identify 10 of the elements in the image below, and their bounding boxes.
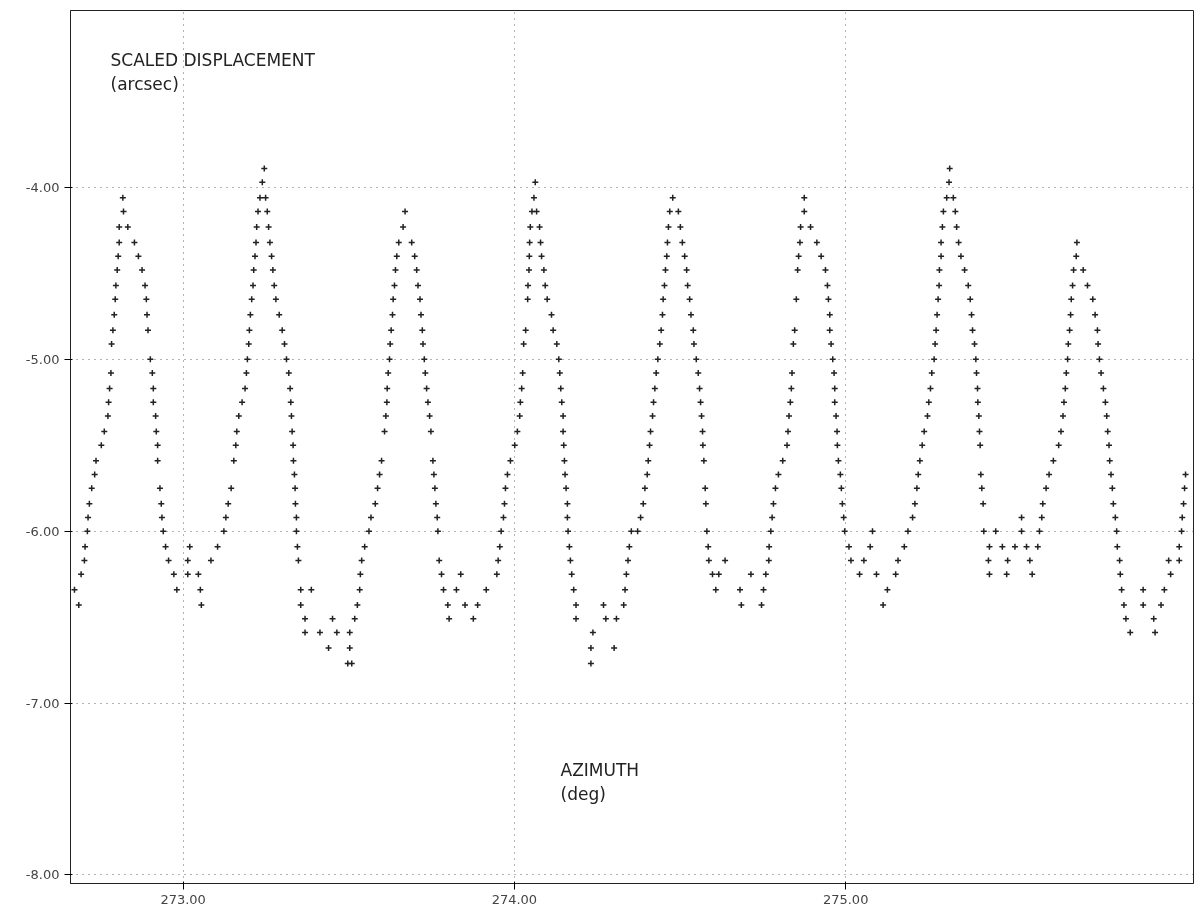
y-tick-label: -6.00	[25, 523, 60, 539]
x-tick-label: 275.00	[822, 891, 869, 907]
x-tick-label: 273.00	[160, 891, 206, 907]
y-tick-label: -7.00	[25, 695, 60, 711]
y-tick-label: -5.00	[25, 351, 60, 367]
y-tick-label: -8.00	[25, 867, 60, 883]
y-axis-title: SCALED DISPLACEMENT (arcsec)	[110, 49, 316, 94]
x-tick-label: 274.00	[491, 891, 538, 907]
y-tick-label: -4.00	[25, 180, 60, 196]
x-axis-title: AZIMUTH (deg)	[560, 759, 640, 804]
